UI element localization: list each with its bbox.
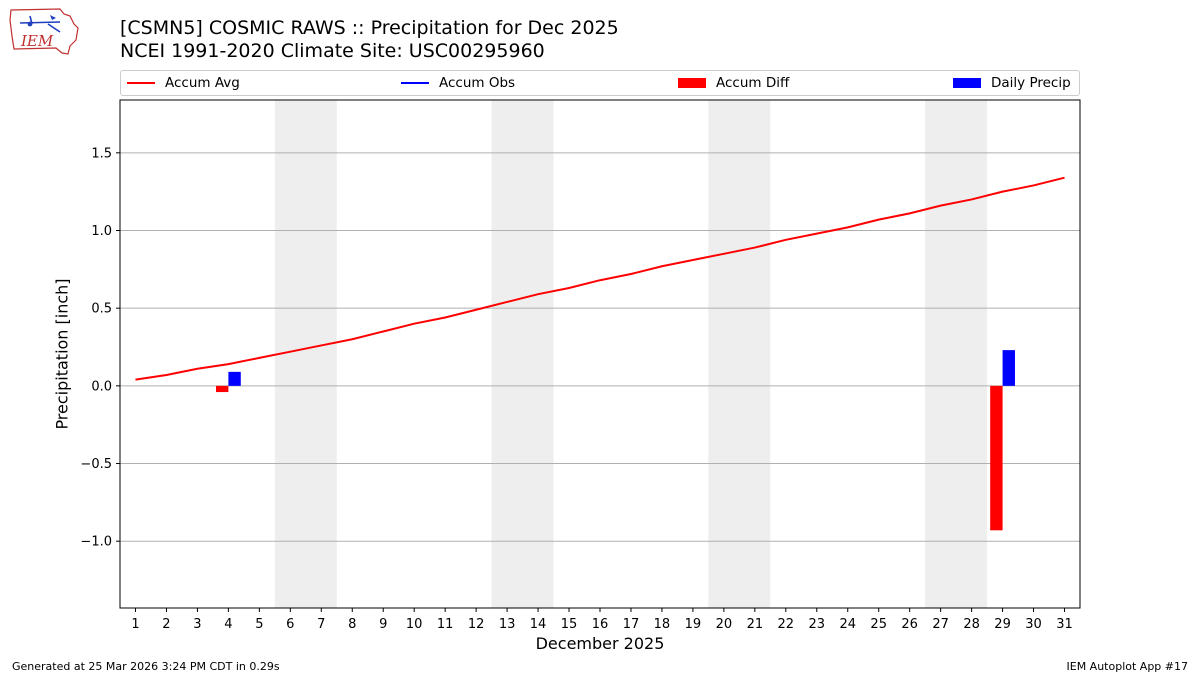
x-tick-label: 15: [561, 617, 578, 632]
x-tick-label: 17: [623, 617, 640, 632]
legend-label: Accum Diff: [716, 75, 790, 91]
y-tick-label: 0.5: [91, 302, 112, 317]
app-label: IEM Autoplot App #17: [1066, 660, 1189, 673]
x-tick-label: 23: [809, 617, 826, 632]
x-tick-label: 19: [685, 617, 702, 632]
y-tick-label: −1.0: [80, 535, 112, 550]
x-tick-label: 2: [162, 617, 170, 632]
logo-text: IEM: [20, 32, 54, 50]
x-tick-label: 25: [870, 617, 887, 632]
chart-subtitle: NCEI 1991-2020 Climate Site: USC00295960: [120, 40, 545, 62]
x-tick-label: 24: [839, 617, 856, 632]
generated-timestamp: Generated at 25 Mar 2026 3:24 PM CDT in …: [12, 660, 280, 673]
x-tick-label: 12: [468, 617, 485, 632]
daily-precip-bar: [1002, 350, 1015, 386]
x-tick-label: 27: [932, 617, 949, 632]
x-tick-label: 14: [530, 617, 547, 632]
x-tick-label: 22: [778, 617, 795, 632]
x-tick-label: 20: [716, 617, 733, 632]
legend-swatch: [953, 78, 981, 88]
y-tick-label: −0.5: [80, 457, 112, 472]
chart-title: [CSMN5] COSMIC RAWS :: Precipitation for…: [120, 17, 619, 39]
weekend-shade: [491, 100, 554, 608]
weekend-shade: [708, 100, 771, 608]
accum-diff-bar: [990, 385, 1003, 531]
daily-precip-bar: [228, 371, 241, 386]
x-tick-label: 7: [317, 617, 325, 632]
accum-avg-line: [135, 176, 1065, 381]
x-tick-label: 16: [592, 617, 609, 632]
x-tick-label: 5: [255, 617, 263, 632]
legend-label: Accum Obs: [439, 75, 516, 91]
legend-label: Daily Precip: [991, 75, 1071, 91]
legend-label: Accum Avg: [165, 75, 240, 91]
x-tick-label: 8: [348, 617, 356, 632]
iem-logo: IEM: [8, 6, 80, 58]
legend-item-accum-avg: Accum Avg: [127, 71, 240, 95]
x-axis-label: December 2025: [535, 634, 665, 653]
legend-item-daily-precip: Daily Precip: [953, 71, 1071, 95]
legend-item-accum-obs: Accum Obs: [401, 71, 515, 95]
x-tick-label: 26: [901, 617, 918, 632]
legend: Accum Avg Accum Obs Accum Diff Daily Pre…: [120, 70, 1080, 96]
x-tick-label: 30: [1025, 617, 1042, 632]
x-tick-label: 21: [747, 617, 764, 632]
legend-swatch: [127, 82, 155, 84]
x-tick-label: 1: [131, 617, 139, 632]
x-tick-label: 18: [654, 617, 671, 632]
plot-frame: [119, 99, 1081, 609]
x-tick-label: 13: [499, 617, 516, 632]
y-axis-label: Precipitation [inch]: [52, 278, 72, 430]
y-tick-label: 1.5: [91, 146, 112, 161]
weekend-shade: [274, 100, 337, 608]
x-tick-label: 28: [963, 617, 980, 632]
x-tick-label: 4: [224, 617, 232, 632]
x-tick-label: 6: [286, 617, 294, 632]
weekend-shade: [925, 100, 988, 608]
legend-item-accum-diff: Accum Diff: [678, 71, 789, 95]
y-tick-label: 1.0: [91, 224, 112, 239]
y-tick-label: 0.0: [91, 379, 112, 394]
legend-swatch: [401, 82, 429, 84]
x-tick-label: 29: [994, 617, 1011, 632]
x-tick-label: 10: [406, 617, 423, 632]
x-tick-label: 31: [1056, 617, 1073, 632]
x-tick-label: 3: [193, 617, 201, 632]
legend-swatch: [678, 78, 706, 88]
accum-diff-bar: [216, 385, 229, 393]
x-tick-label: 11: [437, 617, 454, 632]
x-tick-label: 9: [379, 617, 387, 632]
